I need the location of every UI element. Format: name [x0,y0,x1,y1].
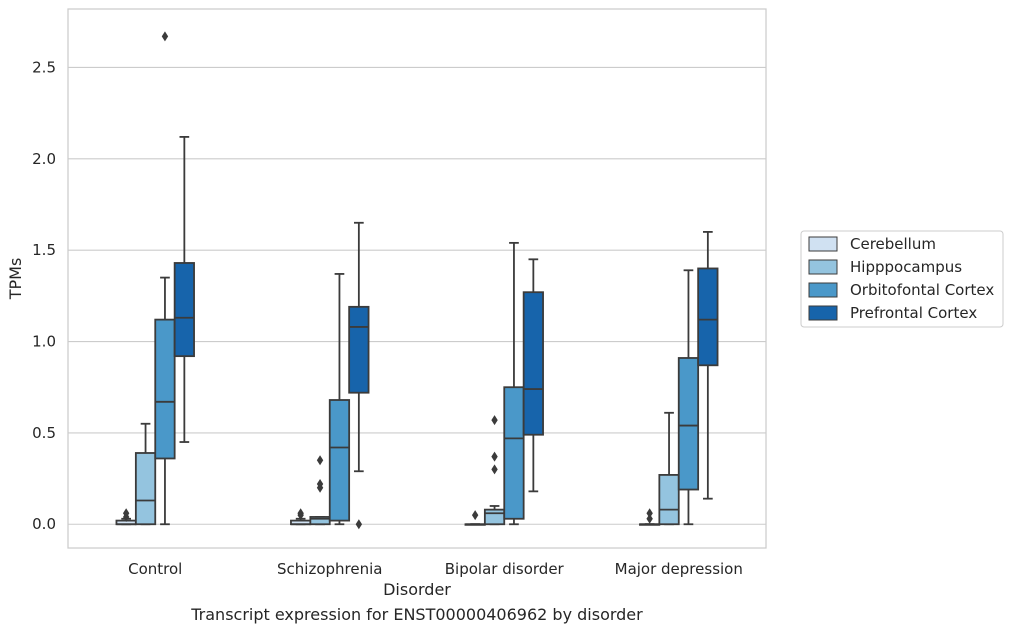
outlier-point [491,415,498,426]
box-iqr [503,386,525,520]
legend-swatch [808,259,838,275]
box-iqr [134,452,157,526]
box-iqr [348,305,370,394]
legend-swatch [808,282,838,298]
box-iqr [328,399,351,522]
y-tick-label: 1.5 [32,241,56,259]
box-group [697,231,719,500]
box-group [173,135,195,443]
y-tick-label: 0.5 [32,424,56,442]
y-tick-label: 2.0 [32,150,56,168]
outlier-point [316,455,324,466]
box-group [309,455,331,526]
x-axis-label: Disorder [383,580,451,599]
box-group [328,273,351,526]
x-tick-label: Control [128,560,182,578]
outlier-point [316,479,324,490]
box-group [134,422,157,526]
y-tick-label: 1.0 [32,333,56,351]
legend-label: Prefrontal Cortex [850,304,977,322]
chart-caption: Transcript expression for ENST0000040696… [191,605,643,624]
box-group [290,508,312,526]
box-group [348,221,370,530]
box-group [483,415,506,526]
outlier-point [297,508,304,519]
box-group [639,508,661,526]
box-group [658,411,680,526]
legend-label: Cerebellum [850,235,936,253]
outlier-point [161,31,169,42]
x-axis: Control Schizophrenia Bipolar disorder Majo… [128,560,743,578]
x-tick-label: Major depression [615,560,743,578]
legend-swatch [808,305,838,321]
legend-frame [800,230,1004,328]
y-tick-label: 2.5 [32,58,56,76]
x-tick-label: Bipolar disorder [445,560,565,578]
outlier-point [491,464,498,475]
legend-swatch [808,236,838,252]
outlier-point [646,508,653,519]
legend-label: Orbitofontal Cortex [850,281,994,299]
box-group [154,31,176,526]
box-group [464,510,486,526]
outlier-point [122,508,130,519]
x-tick-label: Schizophrenia [277,560,382,578]
box-iqr [697,267,719,367]
outlier-point [491,451,498,462]
box-group [115,508,137,526]
box-iqr [154,318,176,460]
box-group [677,269,700,526]
box-iqr [483,508,506,526]
y-axis-label: TPMs [6,258,25,301]
box-iqr [173,262,195,358]
box-group [503,241,525,526]
y-tick-label: 0.0 [32,515,56,533]
plot-area-frame [67,8,767,549]
box-iqr [658,474,680,526]
outlier-point [646,513,653,524]
outlier-point [355,519,363,530]
legend-label: Hipppocampus [850,258,962,276]
box-iqr [522,291,544,436]
legend: Cerebellum Hipppocampus Orbitofontal Corte… [800,230,1004,328]
outlier-point [471,510,479,521]
boxes [115,31,719,530]
box-iqr [677,357,700,491]
box-group [522,258,544,493]
y-axis: 0.0 0.5 1.0 1.5 2.0 2.5 [32,58,56,533]
